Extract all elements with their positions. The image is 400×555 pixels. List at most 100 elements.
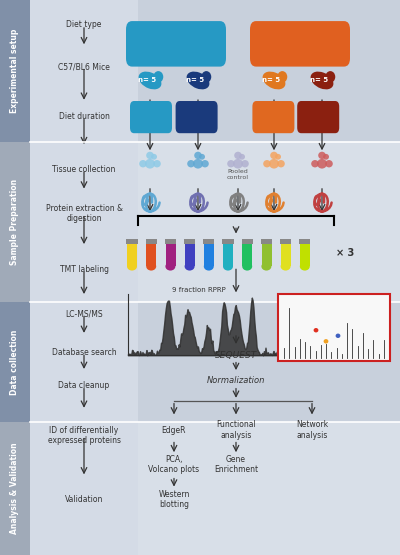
Text: n= 5: n= 5 xyxy=(138,78,156,83)
Ellipse shape xyxy=(325,160,333,168)
Bar xyxy=(299,239,310,244)
Text: 9 fraction RPRP: 9 fraction RPRP xyxy=(172,287,226,293)
Text: Diet duration: Diet duration xyxy=(58,112,110,121)
Bar xyxy=(185,244,195,266)
Text: Tissue collection: Tissue collection xyxy=(52,165,116,174)
Ellipse shape xyxy=(227,160,235,168)
Text: Experimental setup: Experimental setup xyxy=(10,28,19,113)
Bar xyxy=(0,142,30,302)
Ellipse shape xyxy=(262,262,272,271)
Ellipse shape xyxy=(186,72,210,89)
Bar xyxy=(126,239,138,244)
Text: EdgeR: EdgeR xyxy=(162,426,186,435)
Text: SEQUEST: SEQUEST xyxy=(215,351,257,360)
Bar xyxy=(146,239,157,244)
Bar xyxy=(166,244,176,266)
Text: 18 wks: 18 wks xyxy=(303,113,333,122)
FancyBboxPatch shape xyxy=(252,101,294,133)
Ellipse shape xyxy=(280,262,290,271)
Bar xyxy=(278,294,390,361)
Bar xyxy=(300,244,310,266)
Text: n= 5: n= 5 xyxy=(310,78,328,83)
Bar xyxy=(0,0,400,142)
Ellipse shape xyxy=(166,262,175,271)
Text: Sample Preparation: Sample Preparation xyxy=(10,179,19,265)
FancyBboxPatch shape xyxy=(130,101,172,133)
Text: Gene
Enrichment: Gene Enrichment xyxy=(214,455,258,474)
FancyBboxPatch shape xyxy=(126,21,226,67)
Text: n= 5: n= 5 xyxy=(262,78,280,83)
Bar xyxy=(146,244,156,266)
Ellipse shape xyxy=(146,152,154,159)
Ellipse shape xyxy=(194,152,202,159)
Bar xyxy=(0,422,30,555)
Ellipse shape xyxy=(201,160,209,168)
Text: Normalization: Normalization xyxy=(207,376,265,385)
Ellipse shape xyxy=(336,334,340,338)
Ellipse shape xyxy=(269,159,279,169)
Ellipse shape xyxy=(317,159,327,169)
Ellipse shape xyxy=(262,72,286,89)
Bar xyxy=(0,302,400,422)
Ellipse shape xyxy=(146,262,156,271)
Bar xyxy=(0,142,400,302)
Text: TMT labeling: TMT labeling xyxy=(60,265,108,274)
Ellipse shape xyxy=(153,71,163,83)
Bar xyxy=(223,244,233,266)
Ellipse shape xyxy=(314,328,318,332)
Text: Data collection: Data collection xyxy=(10,330,19,395)
Ellipse shape xyxy=(145,159,155,169)
Ellipse shape xyxy=(300,262,310,271)
Bar xyxy=(0,422,400,555)
Ellipse shape xyxy=(234,152,242,159)
Text: 8 wks: 8 wks xyxy=(138,113,163,122)
Text: × 3: × 3 xyxy=(336,248,354,258)
Ellipse shape xyxy=(325,71,335,83)
Text: Western
blotting: Western blotting xyxy=(158,490,190,509)
Ellipse shape xyxy=(153,160,161,168)
Text: 8 wks: 8 wks xyxy=(261,113,286,122)
Ellipse shape xyxy=(187,160,195,168)
Ellipse shape xyxy=(223,262,233,271)
Text: Analysis & Validation: Analysis & Validation xyxy=(10,442,19,534)
Bar xyxy=(222,239,234,244)
Text: 18 wks: 18 wks xyxy=(182,113,211,122)
Text: ID of differentially
expressed proteins: ID of differentially expressed proteins xyxy=(48,426,120,445)
Ellipse shape xyxy=(310,72,334,89)
FancyBboxPatch shape xyxy=(250,21,350,67)
Bar xyxy=(242,239,253,244)
Ellipse shape xyxy=(239,154,245,160)
Bar xyxy=(204,244,214,266)
Ellipse shape xyxy=(311,160,319,168)
Ellipse shape xyxy=(233,159,243,169)
Ellipse shape xyxy=(263,160,271,168)
Bar xyxy=(280,239,291,244)
Text: Data cleanup: Data cleanup xyxy=(58,381,110,390)
Ellipse shape xyxy=(139,160,147,168)
Bar xyxy=(242,244,252,266)
Bar xyxy=(127,244,137,266)
Text: Functional
analysis: Functional analysis xyxy=(216,421,256,440)
Text: PCA,
Volcano plots: PCA, Volcano plots xyxy=(148,455,200,474)
Ellipse shape xyxy=(127,262,137,271)
Ellipse shape xyxy=(275,154,281,160)
Bar xyxy=(165,239,176,244)
Text: Protein extraction &
digestion: Protein extraction & digestion xyxy=(46,204,122,223)
FancyBboxPatch shape xyxy=(176,101,218,133)
Text: Validation: Validation xyxy=(65,495,103,504)
Ellipse shape xyxy=(185,262,195,271)
Ellipse shape xyxy=(242,262,252,271)
Bar xyxy=(281,244,291,266)
Ellipse shape xyxy=(324,339,328,344)
FancyBboxPatch shape xyxy=(297,101,339,133)
Ellipse shape xyxy=(193,159,203,169)
Bar xyxy=(0,0,30,142)
Ellipse shape xyxy=(277,160,285,168)
Text: LC-MS/MS: LC-MS/MS xyxy=(65,309,103,318)
Text: Low fat: Low fat xyxy=(156,39,196,49)
Text: n= 5: n= 5 xyxy=(186,78,204,83)
Ellipse shape xyxy=(204,262,214,271)
Bar xyxy=(203,239,214,244)
Ellipse shape xyxy=(138,72,162,89)
Ellipse shape xyxy=(201,71,211,83)
